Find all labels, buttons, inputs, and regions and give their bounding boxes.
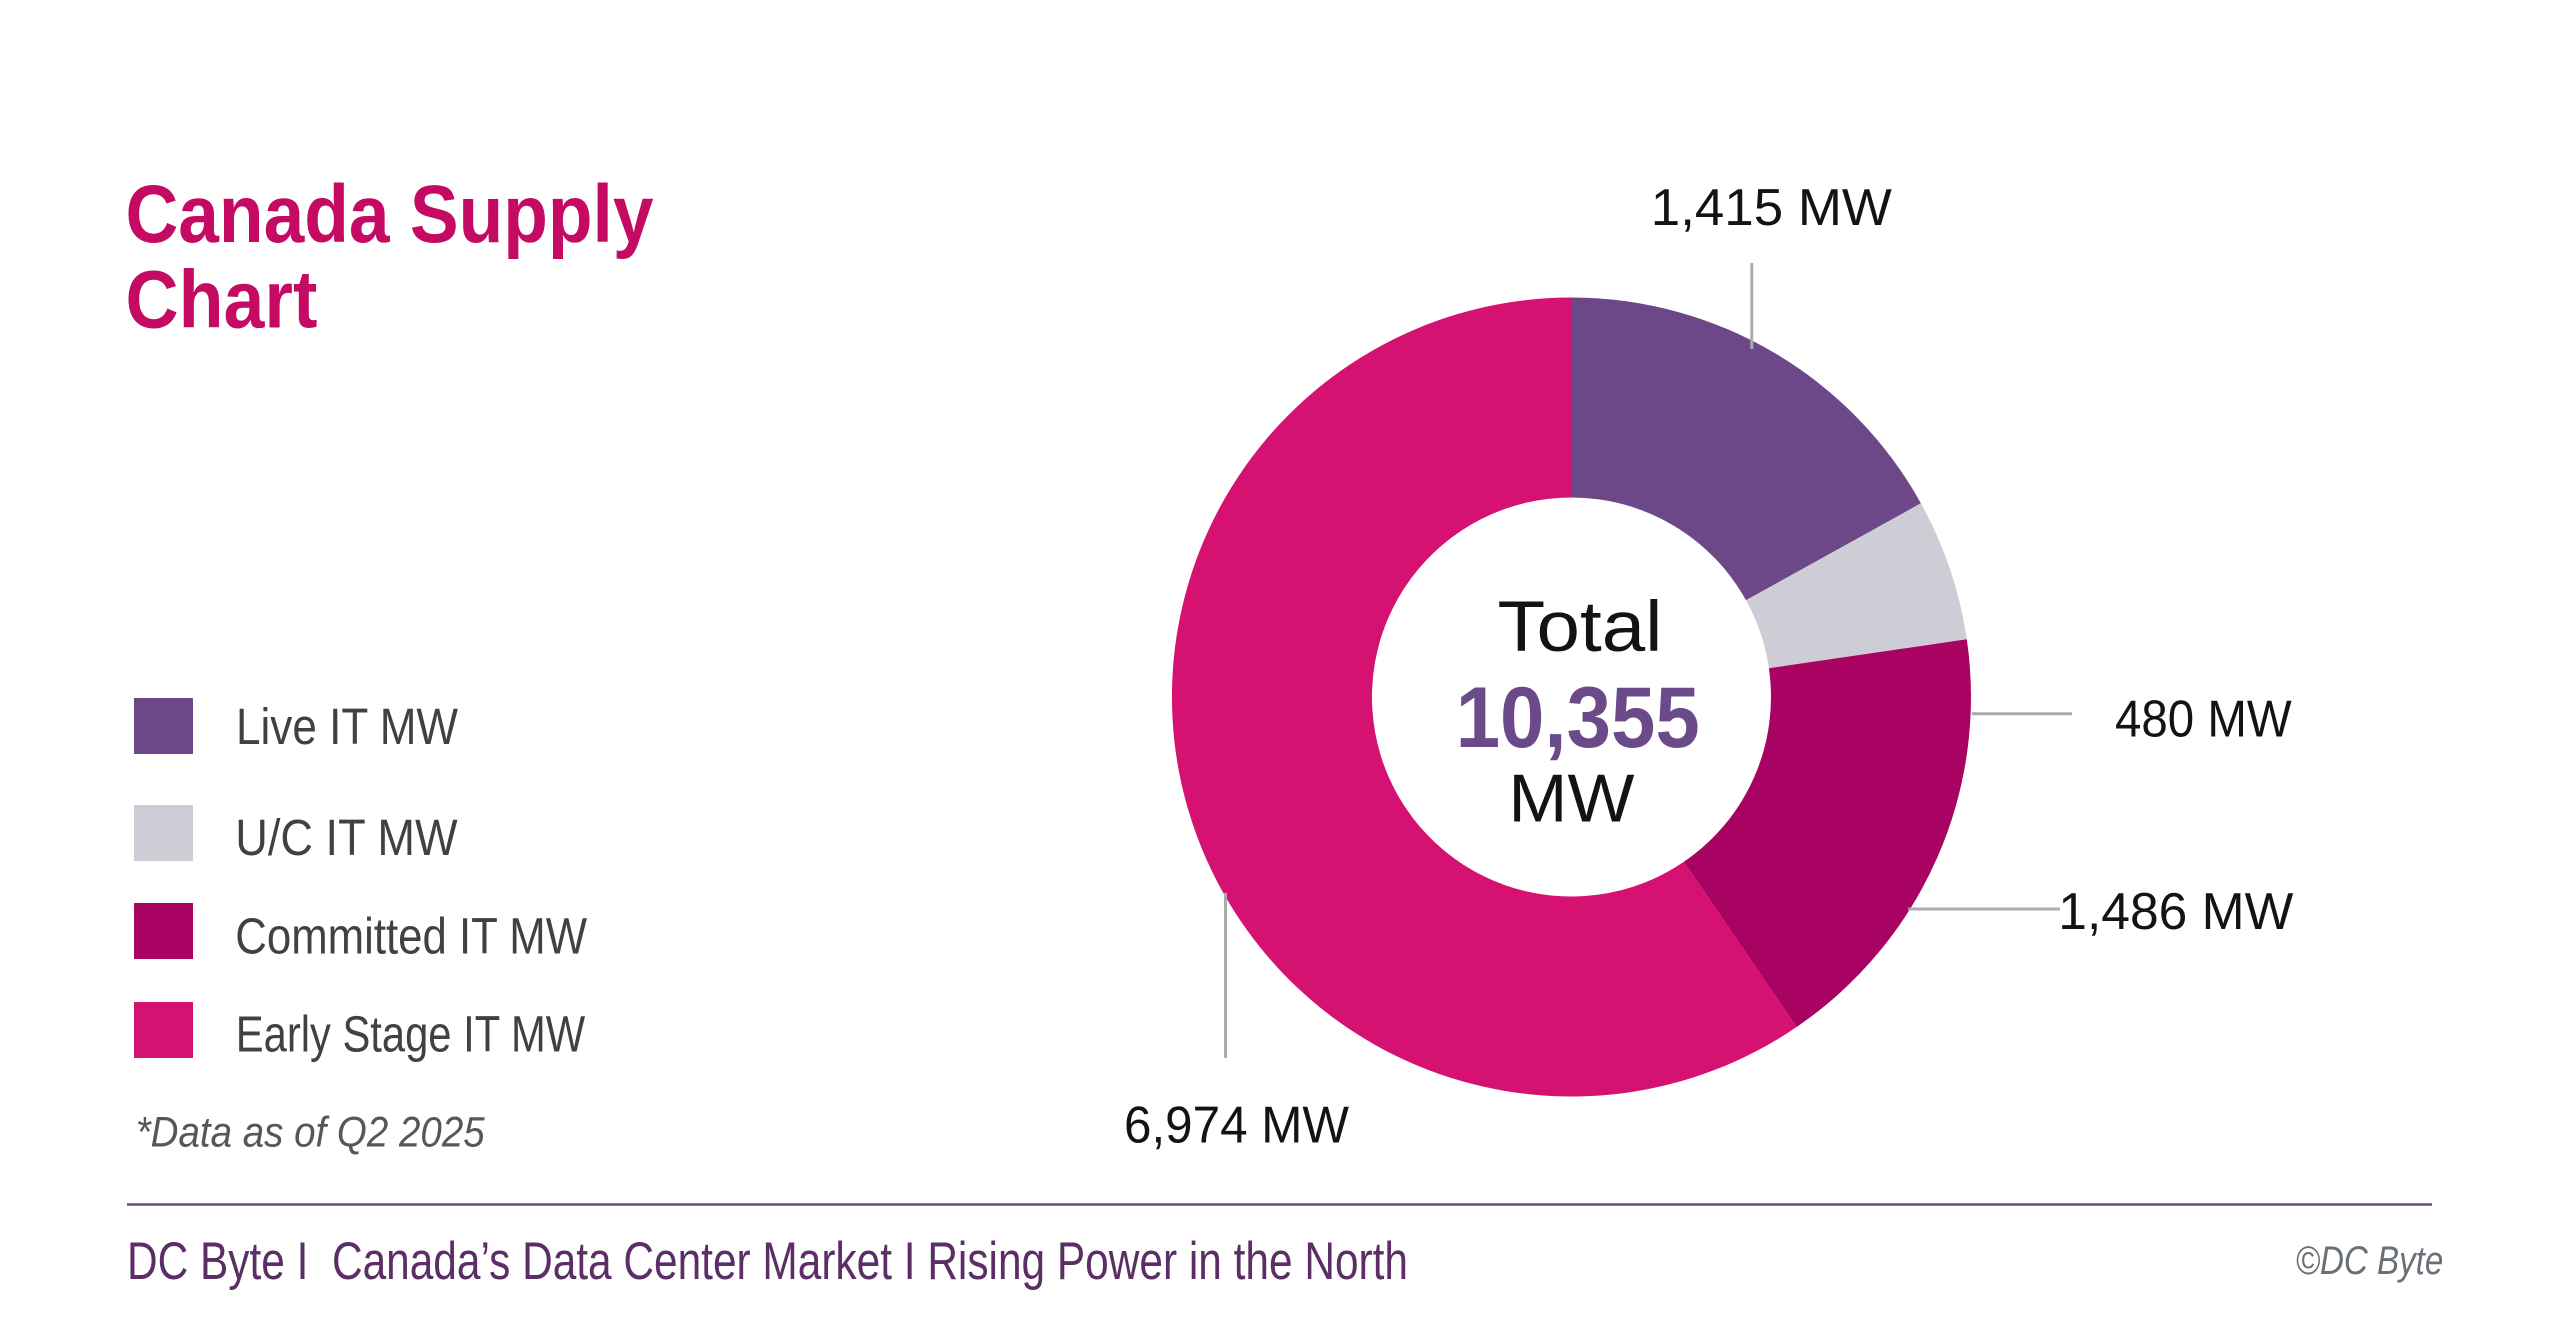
svg-text:*Data as of Q2 2025: *Data as of Q2 2025	[136, 1108, 486, 1156]
svg-text:1,486 MW: 1,486 MW	[2058, 883, 2293, 941]
svg-text:Canada Supply: Canada Supply	[126, 169, 654, 260]
svg-text:Chart: Chart	[126, 255, 318, 346]
svg-text:MW: MW	[1508, 761, 1634, 837]
svg-text:Total: Total	[1498, 588, 1663, 667]
svg-text:1,415 MW: 1,415 MW	[1651, 179, 1892, 237]
svg-text:480 MW: 480 MW	[2115, 690, 2292, 748]
svg-text:Live IT MW: Live IT MW	[236, 698, 458, 755]
svg-text:U/C IT MW: U/C IT MW	[235, 809, 457, 866]
svg-text:DC Byte I Canada’s Data Cente: DC Byte I Canada’s Data Center Market I …	[127, 1232, 1408, 1291]
svg-text:6,974 MW: 6,974 MW	[1124, 1096, 1349, 1154]
svg-text:©DC Byte: ©DC Byte	[2296, 1239, 2444, 1283]
svg-text:Early Stage IT MW: Early Stage IT MW	[236, 1006, 585, 1063]
svg-text:Committed IT MW: Committed IT MW	[235, 907, 587, 964]
svg-text:10,355: 10,355	[1456, 670, 1700, 766]
